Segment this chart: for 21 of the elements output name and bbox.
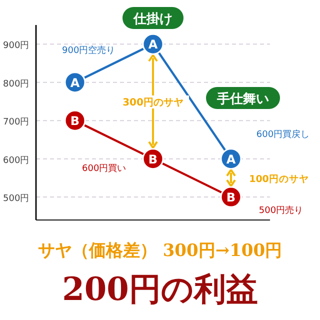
annotation: 900円空売り	[62, 45, 116, 56]
y-tick-label: 900円	[3, 41, 30, 52]
text: サヤ（価格差） 300円→100円	[38, 241, 282, 261]
y-tick-label: 600円	[3, 156, 30, 166]
annotation: 600円買い	[82, 164, 126, 174]
y-tick-label: 500円	[3, 194, 30, 204]
text: A	[148, 38, 158, 52]
annotation: 仕掛け	[132, 12, 172, 27]
annotation: 500円売り	[258, 205, 304, 216]
annotation: 100円のサヤ	[249, 174, 309, 185]
series-label: A	[226, 152, 236, 166]
annotation: 600円買戻し	[256, 128, 310, 140]
text: B	[226, 190, 236, 205]
y-tick-label: 800円	[3, 79, 30, 90]
series-label: B	[148, 152, 158, 166]
annotation: 手仕舞い	[216, 91, 269, 107]
annotation: 300円のサヤ	[122, 97, 184, 108]
text: 200円の利益	[62, 270, 258, 308]
y-tick-label: 700円	[3, 118, 30, 128]
text: A	[70, 76, 80, 90]
text: B	[70, 114, 80, 128]
